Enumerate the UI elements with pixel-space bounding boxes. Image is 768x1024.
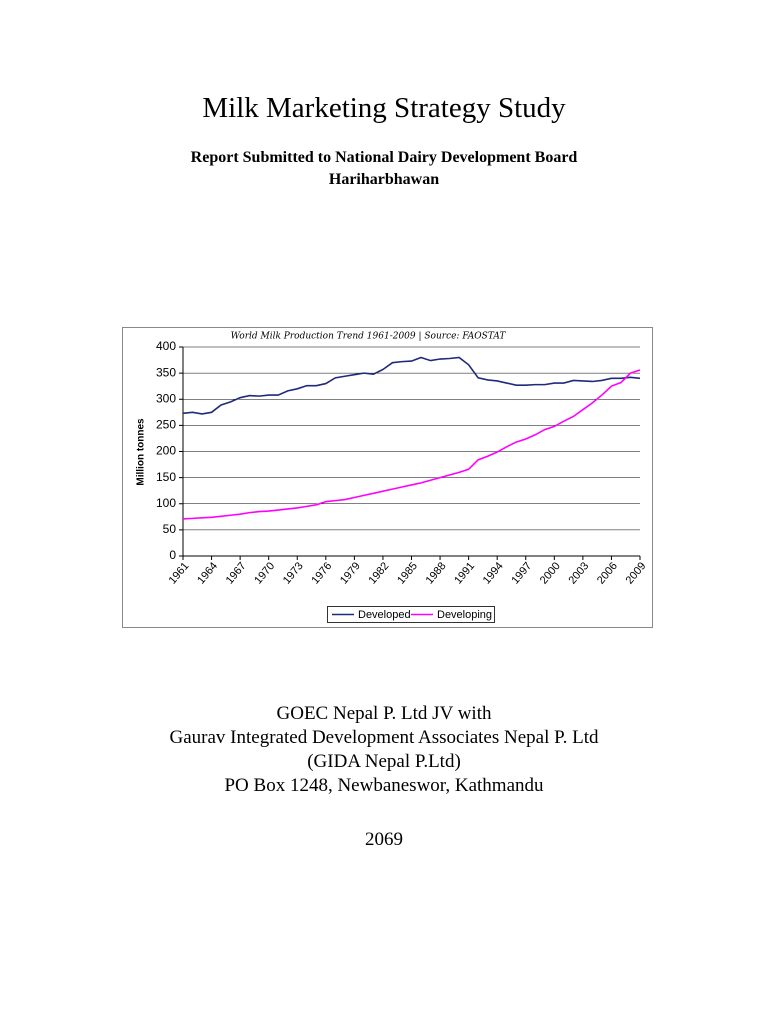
chart-title: World Milk Production Trend 1961-2009 | … <box>231 332 507 342</box>
y-tick-label: 300 <box>156 391 176 405</box>
y-tick-label: 200 <box>156 444 176 458</box>
footer-line: GOEC Nepal P. Ltd JV with <box>276 703 492 724</box>
data-line <box>182 369 641 520</box>
y-tick-label: 350 <box>156 365 176 379</box>
y-tick-label: 50 <box>163 522 177 536</box>
y-tick-label: 400 <box>156 339 176 353</box>
legend-label: Developed <box>358 609 411 621</box>
legend-label: Developing <box>437 609 492 621</box>
y-tick-label: 150 <box>156 470 176 484</box>
doc-title: Milk Marketing Strategy Study <box>202 92 566 124</box>
subtitle: Hariharbhawan <box>328 171 440 188</box>
data-line <box>182 356 641 415</box>
footer-line: (GIDA Nepal P.Ltd) <box>307 751 461 772</box>
subtitle: Report Submitted to National Dairy Devel… <box>190 149 578 166</box>
y-axis-label: Million tonnes <box>136 418 147 486</box>
y-tick-label: 100 <box>156 496 176 510</box>
footer-line: PO Box 1248, Newbaneswor, Kathmandu <box>224 775 544 796</box>
year: 2069 <box>365 829 403 850</box>
footer-line: Gaurav Integrated Development Associates… <box>169 727 599 748</box>
y-tick-label: 0 <box>169 548 176 562</box>
y-tick-label: 250 <box>156 418 176 432</box>
